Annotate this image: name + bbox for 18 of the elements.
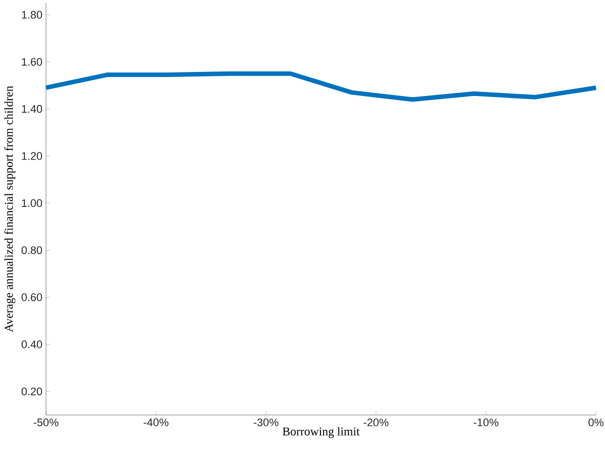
y-axis-title: Average annualized financial support from children [4,86,16,332]
x-tick-label: -40% [144,418,168,426]
y-tick-label: 0.20 [22,388,42,396]
y-tick-label: 1.40 [22,105,42,113]
line-series [44,71,598,102]
x-axis-title: Borrowing limit [282,427,360,438]
y-tick-label: 0.40 [22,340,42,348]
y-tick-label: 1.60 [22,58,42,66]
y-tick-label: 0.60 [22,293,42,302]
x-tick-label: -30% [254,418,278,426]
y-tick-label: 1.00 [22,199,42,207]
y-tick-label: 0.80 [22,246,42,254]
x-tick-label: -50% [34,418,58,426]
x-tick-label: 0% [588,418,604,426]
y-tick-label: 1.80 [22,10,42,19]
x-tick-label: -20% [364,418,388,426]
y-tick-label: 1.20 [22,152,42,160]
x-tick-label: -10% [474,418,498,426]
